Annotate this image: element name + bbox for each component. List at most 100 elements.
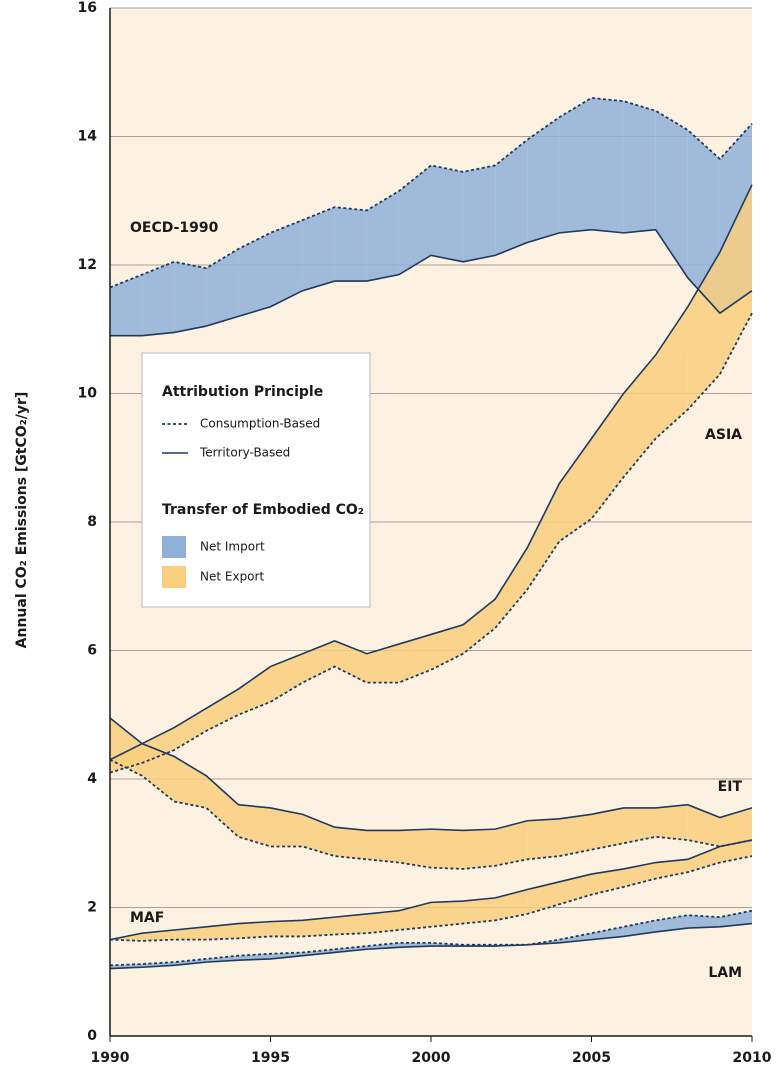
transfer-band bbox=[559, 97, 592, 233]
transfer-band bbox=[591, 97, 624, 233]
territory-line bbox=[109, 717, 753, 832]
legend-item: Net Import bbox=[200, 540, 265, 554]
legend-export-swatch bbox=[162, 566, 186, 588]
transfer-band bbox=[302, 207, 335, 291]
transfer-band bbox=[270, 653, 303, 702]
transfer-band bbox=[687, 252, 720, 410]
legend: Attribution Principle Consumption-Based Te… bbox=[141, 352, 371, 608]
transfer-band bbox=[431, 829, 464, 869]
transfer-band bbox=[366, 910, 399, 934]
region-label: MAF bbox=[130, 910, 164, 926]
transfer-band bbox=[366, 644, 399, 683]
y-tick-label: 2 bbox=[87, 900, 97, 916]
transfer-band bbox=[463, 829, 496, 869]
transfer-band bbox=[270, 920, 303, 937]
consumption-line bbox=[109, 909, 753, 967]
x-tick-label: 1995 bbox=[251, 1050, 290, 1066]
region-label: ASIA bbox=[705, 427, 742, 443]
territory-line bbox=[109, 839, 753, 941]
y-tick-label: 6 bbox=[87, 643, 97, 659]
transfer-band bbox=[623, 354, 656, 478]
x-tick-label: 2000 bbox=[412, 1050, 451, 1066]
transfer-band bbox=[719, 807, 752, 847]
transfer-band bbox=[174, 756, 207, 808]
y-axis-label: Annual CO₂ Emissions [GtCO₂/yr] bbox=[14, 392, 30, 649]
legend-item: Net Export bbox=[200, 570, 264, 584]
transfer-band bbox=[334, 207, 367, 282]
transfer-band bbox=[238, 921, 271, 939]
y-tick-label: 4 bbox=[87, 771, 97, 787]
transfer-band bbox=[302, 917, 335, 937]
x-tick-label: 2005 bbox=[572, 1050, 611, 1066]
legend-import-swatch bbox=[162, 536, 186, 558]
transfer-band bbox=[591, 868, 624, 895]
transfer-band bbox=[431, 901, 464, 927]
transfer-band bbox=[527, 818, 560, 860]
transfer-band bbox=[142, 743, 175, 802]
transfer-band bbox=[463, 165, 496, 262]
territory-line bbox=[110, 228, 753, 337]
consumption-line bbox=[109, 855, 753, 942]
transfer-band bbox=[334, 913, 367, 935]
y-tick-label: 10 bbox=[78, 386, 98, 402]
transfer-band bbox=[623, 862, 656, 887]
transfer-band bbox=[495, 547, 528, 629]
transfer-band bbox=[719, 910, 752, 927]
transfer-band bbox=[431, 165, 464, 262]
transfer-band bbox=[238, 666, 271, 715]
y-tick-label: 16 bbox=[78, 0, 97, 16]
transfer-band bbox=[687, 846, 720, 873]
transfer-band bbox=[238, 804, 271, 847]
transfer-band bbox=[110, 274, 143, 336]
legend-item: Consumption-Based bbox=[200, 417, 320, 431]
transfer-band bbox=[206, 689, 239, 731]
transfer-band bbox=[174, 261, 207, 333]
transfer-band bbox=[398, 165, 431, 275]
transfer-band bbox=[110, 717, 143, 776]
transfer-band bbox=[495, 139, 528, 256]
legend-box bbox=[141, 352, 371, 608]
transfer-band bbox=[527, 117, 560, 243]
transfer-band bbox=[238, 232, 271, 317]
y-tick-label: 12 bbox=[78, 257, 97, 273]
transfer-band bbox=[527, 881, 560, 914]
transfer-band bbox=[366, 191, 399, 282]
transfer-band bbox=[623, 101, 656, 233]
transfer-band bbox=[655, 306, 688, 439]
transfer-band bbox=[334, 827, 367, 860]
transfer-band bbox=[206, 923, 239, 940]
territory-line bbox=[109, 922, 753, 970]
y-tick-label: 14 bbox=[78, 129, 98, 145]
transfer-band bbox=[398, 829, 431, 868]
legend-heading: Transfer of Embodied CO₂ bbox=[162, 502, 364, 518]
x-tick-label: 1990 bbox=[91, 1050, 130, 1066]
region-label: EIT bbox=[718, 779, 743, 795]
transfer-band bbox=[366, 830, 399, 863]
transfer-band bbox=[495, 820, 528, 866]
transfer-band bbox=[655, 859, 688, 879]
transfer-band bbox=[687, 915, 720, 929]
transfer-band bbox=[655, 804, 688, 841]
region-label: LAM bbox=[708, 965, 742, 981]
transfer-band bbox=[206, 775, 239, 837]
territory-line bbox=[109, 184, 753, 761]
transfer-band bbox=[623, 807, 656, 844]
transfer-band bbox=[527, 483, 560, 590]
transfer-band bbox=[559, 438, 592, 542]
consumption-line bbox=[109, 758, 753, 870]
transfer-band bbox=[559, 874, 592, 905]
consumption-line bbox=[109, 312, 753, 774]
transfer-band bbox=[463, 897, 496, 924]
transfer-band bbox=[398, 634, 431, 683]
legend-item: Territory-Based bbox=[199, 446, 290, 460]
region-label: OECD-1990 bbox=[130, 220, 219, 236]
y-tick-label: 8 bbox=[87, 514, 97, 530]
transfer-band bbox=[206, 248, 239, 327]
transfer-band bbox=[142, 261, 175, 336]
transfer-band bbox=[655, 110, 688, 278]
transfer-band bbox=[719, 184, 752, 375]
transfer-band bbox=[270, 220, 303, 307]
transfer-band bbox=[463, 599, 496, 654]
legend-heading: Attribution Principle bbox=[162, 384, 323, 400]
